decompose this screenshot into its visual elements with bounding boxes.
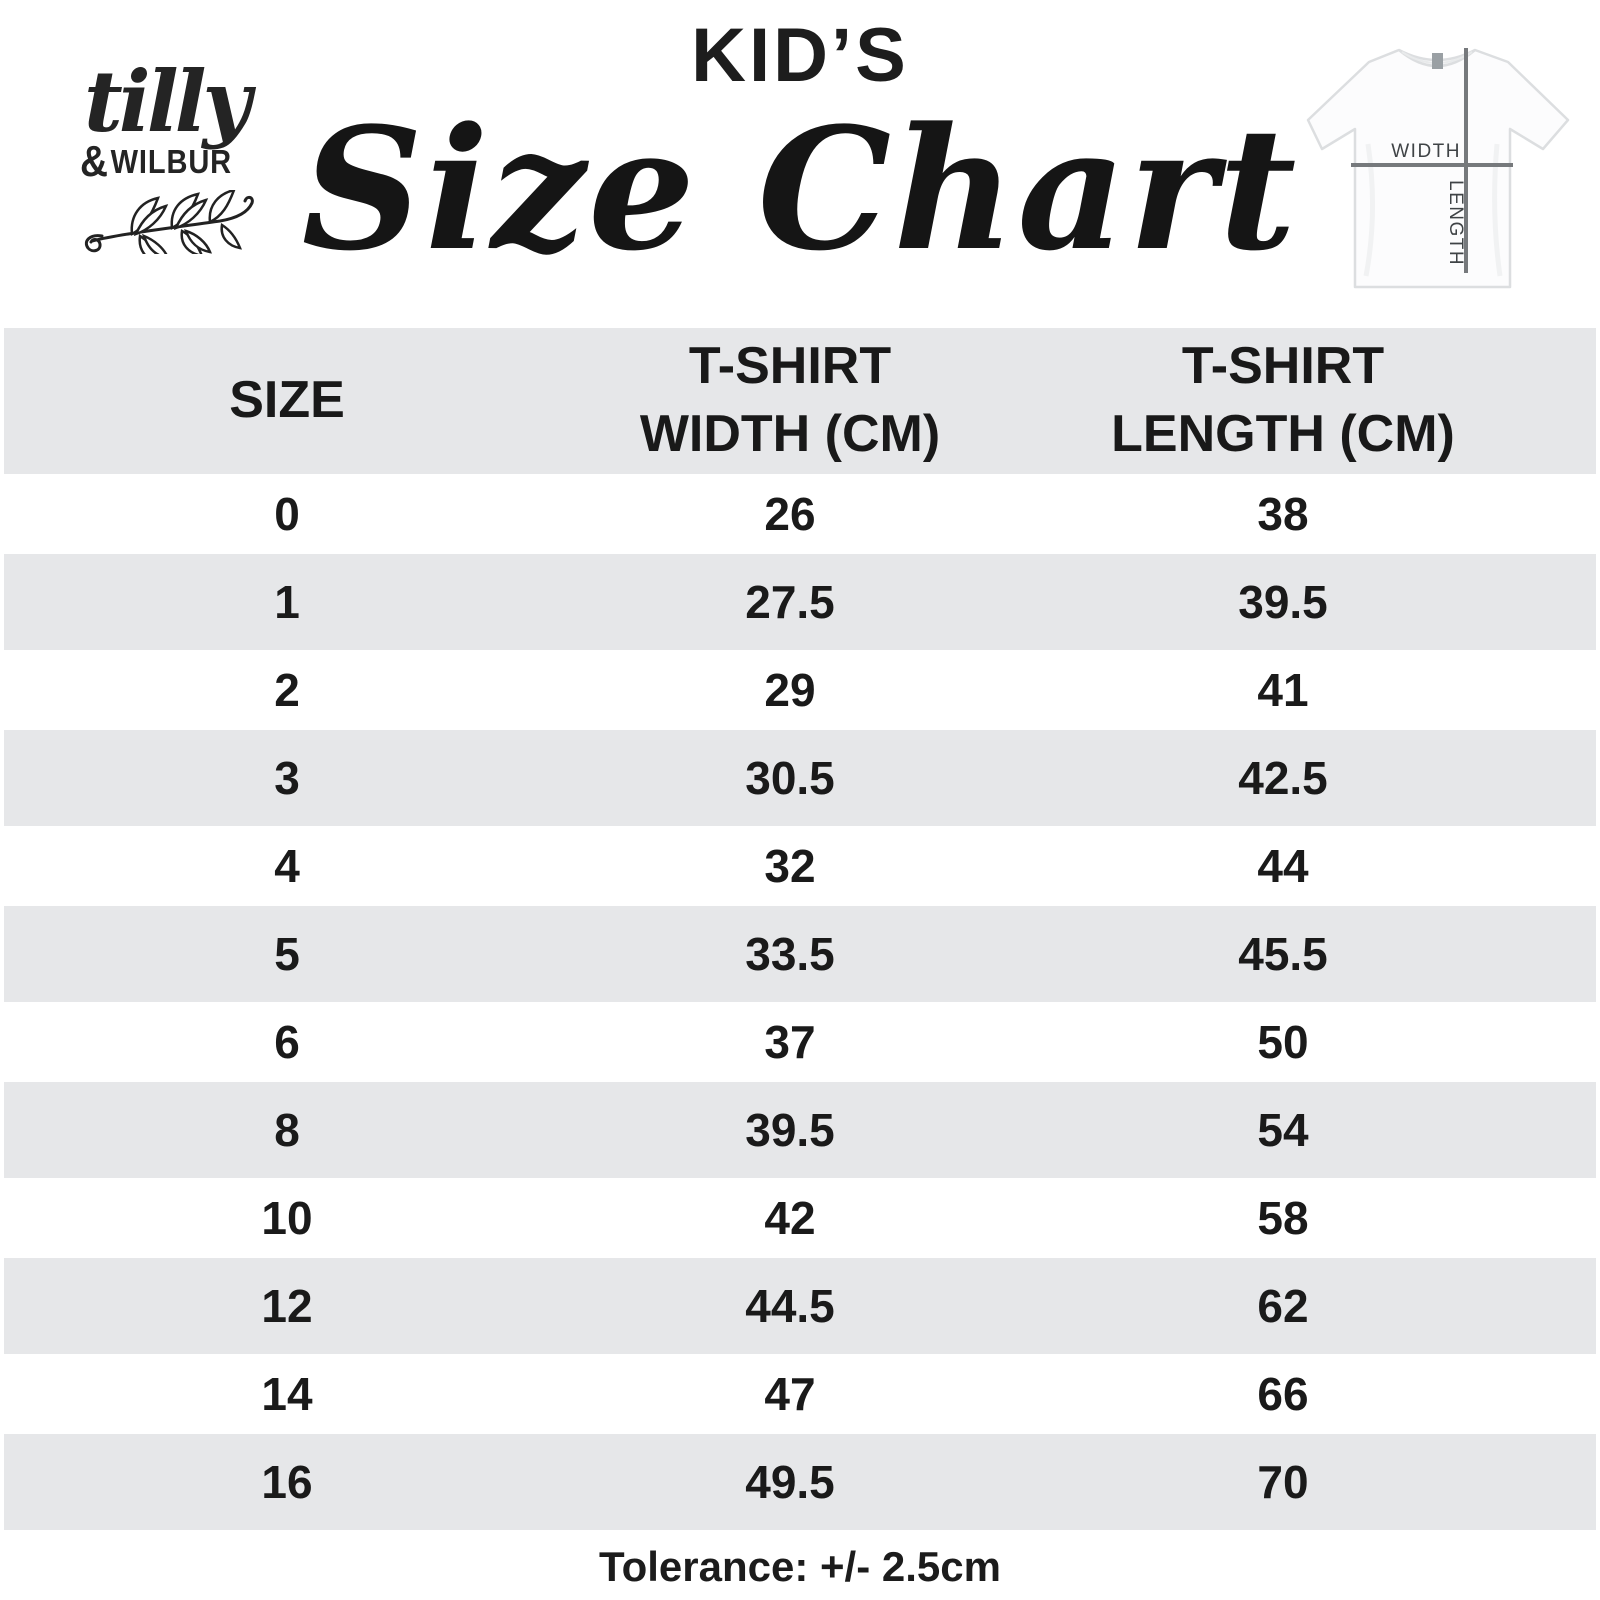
cell-length: 62 [1257, 1280, 1309, 1332]
cell-size: 4 [274, 840, 300, 892]
fabric-fold-right [1492, 143, 1503, 277]
column-header-width: T-SHIRT WIDTH (CM) [639, 337, 941, 463]
cell-size: 16 [261, 1456, 313, 1508]
table-row: 8 39.5 54 [4, 1082, 1596, 1178]
width-label: WIDTH [1391, 141, 1461, 162]
cell-length: 58 [1257, 1192, 1309, 1244]
cell-length: 38 [1257, 488, 1309, 540]
cell-width: 42 [764, 1192, 816, 1244]
fabric-fold-left [1363, 143, 1376, 277]
cell-width: 49.5 [745, 1456, 835, 1508]
cell-length: 44 [1257, 840, 1309, 892]
cell-length: 70 [1257, 1456, 1309, 1508]
cell-width: 37 [764, 1016, 816, 1068]
cell-size: 3 [274, 752, 300, 804]
cell-width: 47 [764, 1368, 816, 1420]
table-row: 1 27.5 39.5 [4, 554, 1596, 650]
cell-size: 6 [274, 1016, 300, 1068]
cell-size: 8 [274, 1104, 300, 1156]
cell-width: 33.5 [745, 928, 835, 980]
brand-name-script: tilly [84, 52, 251, 151]
table-row: 16 49.5 70 [4, 1434, 1596, 1530]
cell-size: 5 [274, 928, 300, 980]
tshirt-measurement-diagram: WIDTH LENGTH [1306, 48, 1570, 289]
tshirt-outline [1306, 48, 1570, 289]
cell-length: 50 [1257, 1016, 1309, 1068]
cell-length: 54 [1257, 1104, 1309, 1156]
tolerance-note: Tolerance: +/- 2.5cm [599, 1543, 1001, 1590]
cell-size: 14 [261, 1368, 313, 1420]
cell-width: 39.5 [745, 1104, 835, 1156]
brand-caps-text: WILBUR [110, 143, 233, 181]
cell-length: 41 [1257, 664, 1309, 716]
page-title-block: KID’S Size Chart [0, 12, 1600, 277]
column-header-length: T-SHIRT LENGTH (CM) [1111, 337, 1455, 463]
table-row: 2 29 41 [4, 650, 1596, 730]
neck-tag [1432, 53, 1443, 69]
laurel-branch-icon [84, 190, 254, 255]
column-header-size: SIZE [229, 371, 345, 430]
ampersand: & [80, 137, 109, 187]
table-row: 3 30.5 42.5 [4, 730, 1596, 826]
cell-width: 26 [764, 488, 816, 540]
cell-size: 1 [274, 576, 300, 628]
cell-length: 42.5 [1238, 752, 1328, 804]
cell-width: 32 [764, 840, 816, 892]
cell-width: 44.5 [745, 1280, 835, 1332]
table-row: 6 37 50 [4, 1002, 1596, 1082]
table-row: 0 26 38 [4, 474, 1596, 554]
brand-name-caps: & WILBUR [80, 140, 256, 184]
length-label: LENGTH [1445, 180, 1466, 266]
table-row: 5 33.5 45.5 [4, 906, 1596, 1002]
cell-width: 30.5 [745, 752, 835, 804]
cell-length: 66 [1257, 1368, 1309, 1420]
title-kicker: KID’S [691, 13, 909, 98]
cell-size: 2 [274, 664, 300, 716]
table-row: 10 42 58 [4, 1178, 1596, 1258]
brand-logo: tilly & WILBUR [80, 52, 280, 255]
cell-size: 0 [274, 488, 300, 540]
table-body: 0 26 38 1 27.5 39.5 2 29 41 3 30.5 42.5 4 32 44 5 33.5 45… [4, 474, 1596, 1530]
table-header-row: SIZE T-SHIRT WIDTH (CM) T-SHIRT LENGTH (… [4, 328, 1596, 474]
cell-length: 39.5 [1238, 576, 1328, 628]
cell-size: 10 [261, 1192, 313, 1244]
table-row: 14 47 66 [4, 1354, 1596, 1434]
cell-width: 29 [764, 664, 816, 716]
size-table: SIZE T-SHIRT WIDTH (CM) T-SHIRT LENGTH (… [4, 328, 1596, 1530]
cell-width: 27.5 [745, 576, 835, 628]
page-title: Size Chart [301, 90, 1299, 288]
cell-length: 45.5 [1238, 928, 1328, 980]
cell-size: 12 [261, 1280, 313, 1332]
table-row: 4 32 44 [4, 826, 1596, 906]
table-row: 12 44.5 62 [4, 1258, 1596, 1354]
